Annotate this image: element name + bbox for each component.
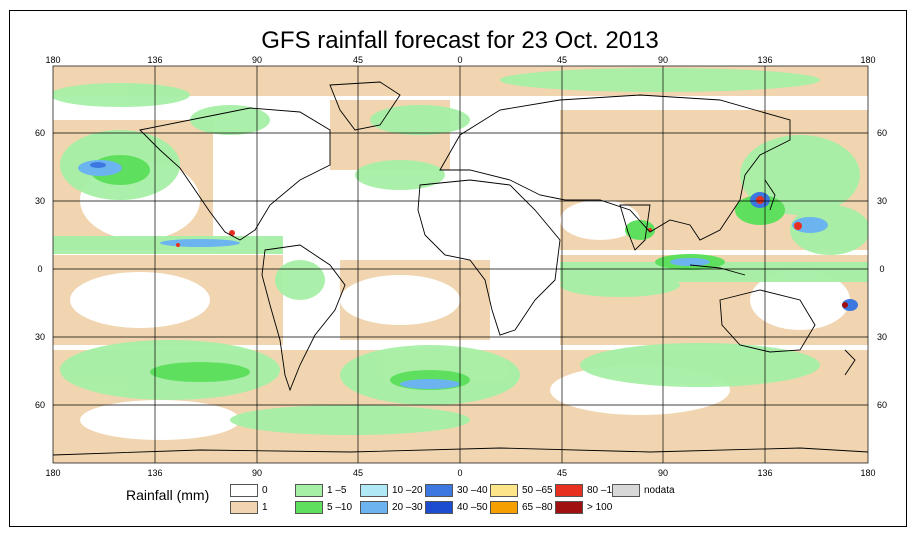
legend-swatch [612,484,640,497]
legend-label: > 100 [587,502,613,513]
lon-tick: 180 [860,468,875,478]
lon-tick: 90 [252,468,262,478]
lon-tick: 136 [147,468,162,478]
map-title: GFS rainfall forecast for 23 Oct. 2013 [261,27,659,54]
legend-label: 1 [262,502,268,513]
lon-ticks-top: 180 136 90 45 0 45 90 136 180 [45,55,875,65]
lon-tick: 45 [557,468,567,478]
lat-tick: 60 [877,400,887,410]
lon-tick: 90 [658,55,668,65]
lat-tick: 0 [37,264,42,274]
legend-label: 40 –50 [457,502,488,513]
lon-tick: 45 [353,55,363,65]
legend-swatch [360,501,388,514]
lon-tick: 90 [252,55,262,65]
legend-swatch [295,501,323,514]
legend-label: 10 –20 [392,485,423,496]
lon-tick: 0 [457,55,462,65]
lat-tick: 30 [35,196,45,206]
legend-title: Rainfall (mm) [126,487,210,503]
lon-tick: 136 [757,55,772,65]
legend-swatch [555,484,583,497]
graticule [52,65,869,464]
legend-label: 5 –10 [327,502,353,513]
rain-layer-heavy [176,196,848,308]
lat-tick: 60 [35,400,45,410]
legend-label: nodata [644,485,675,496]
legend-label: 0 [262,485,268,496]
legend-label: 65 –80 [522,502,553,513]
lon-tick: 180 [860,55,875,65]
legend-label: 30 –40 [457,485,488,496]
lat-ticks-right: 60 30 0 30 60 [877,128,887,410]
legend-label: 80 –100 [587,485,624,496]
lon-tick: 180 [45,468,60,478]
lat-tick: 0 [879,264,884,274]
legend-swatch [295,484,323,497]
dry-areas [70,160,850,440]
lon-tick: 45 [557,55,567,65]
lon-tick: 136 [757,468,772,478]
legend-label: 20 –30 [392,502,423,513]
legend-swatch [425,484,453,497]
legend-swatch [425,501,453,514]
lon-tick: 45 [353,468,363,478]
lon-tick: 136 [147,55,162,65]
legend-swatch [490,501,518,514]
legend-swatch [490,484,518,497]
lon-tick: 180 [45,55,60,65]
legend-swatch [555,501,583,514]
lat-tick: 30 [877,196,887,206]
lon-tick: 0 [457,468,462,478]
lat-tick: 30 [877,332,887,342]
lat-tick: 30 [35,332,45,342]
legend-label: 1 –5 [327,485,347,496]
coastlines [53,81,868,456]
lon-tick: 90 [658,468,668,478]
lat-tick: 60 [35,128,45,138]
legend-label: 50 –65 [522,485,553,496]
lat-ticks-left: 60 30 0 30 60 [35,128,45,410]
lat-tick: 60 [877,128,887,138]
legend-swatch [230,501,258,514]
legend-swatch [230,484,258,497]
legend-swatch [360,484,388,497]
lon-ticks-bottom: 180 136 90 45 0 45 90 136 180 [45,468,875,478]
